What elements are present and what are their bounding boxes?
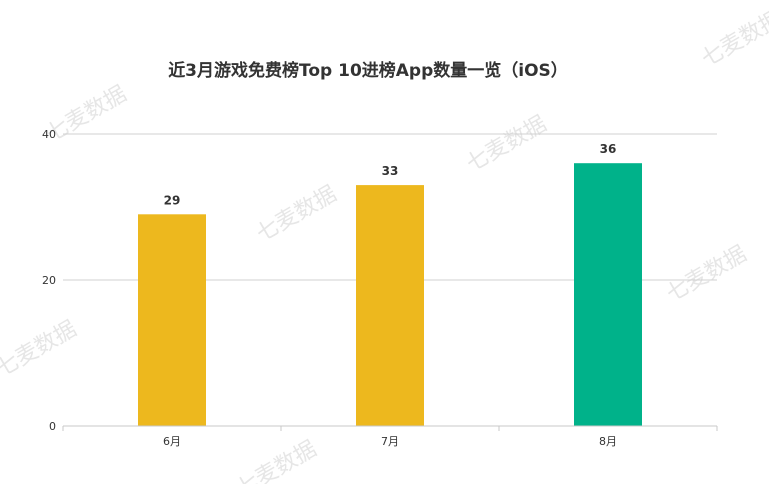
- watermark-text: 七麦数据: [662, 242, 751, 308]
- watermark-text: 七麦数据: [232, 437, 321, 484]
- bar-3: [574, 163, 642, 426]
- data-labels: 29 33 36: [164, 142, 617, 207]
- data-label-3: 36: [600, 142, 617, 156]
- y-tick-label: 0: [49, 420, 56, 433]
- x-tick-label-1: 6月: [163, 435, 181, 448]
- y-tick-label: 20: [42, 274, 56, 287]
- watermark-text: 七麦数据: [0, 317, 81, 383]
- chart-title: 近3月游戏免费榜Top 10进榜App数量一览（iOS）: [168, 60, 568, 81]
- bar-1: [138, 214, 206, 426]
- bars: [138, 163, 642, 426]
- bar-2: [356, 185, 424, 426]
- data-label-1: 29: [164, 193, 181, 207]
- watermark-text: 七麦数据: [252, 182, 341, 248]
- x-tick-label-3: 8月: [599, 435, 617, 448]
- x-tick-label-2: 7月: [381, 435, 399, 448]
- data-label-2: 33: [382, 164, 399, 178]
- y-axis-ticks: 0 20 40: [42, 128, 56, 433]
- x-axis: 6月 7月 8月: [62, 425, 718, 448]
- y-tick-label: 40: [42, 128, 56, 141]
- watermark-text: 七麦数据: [462, 112, 551, 178]
- watermark-text: 七麦数据: [697, 7, 769, 73]
